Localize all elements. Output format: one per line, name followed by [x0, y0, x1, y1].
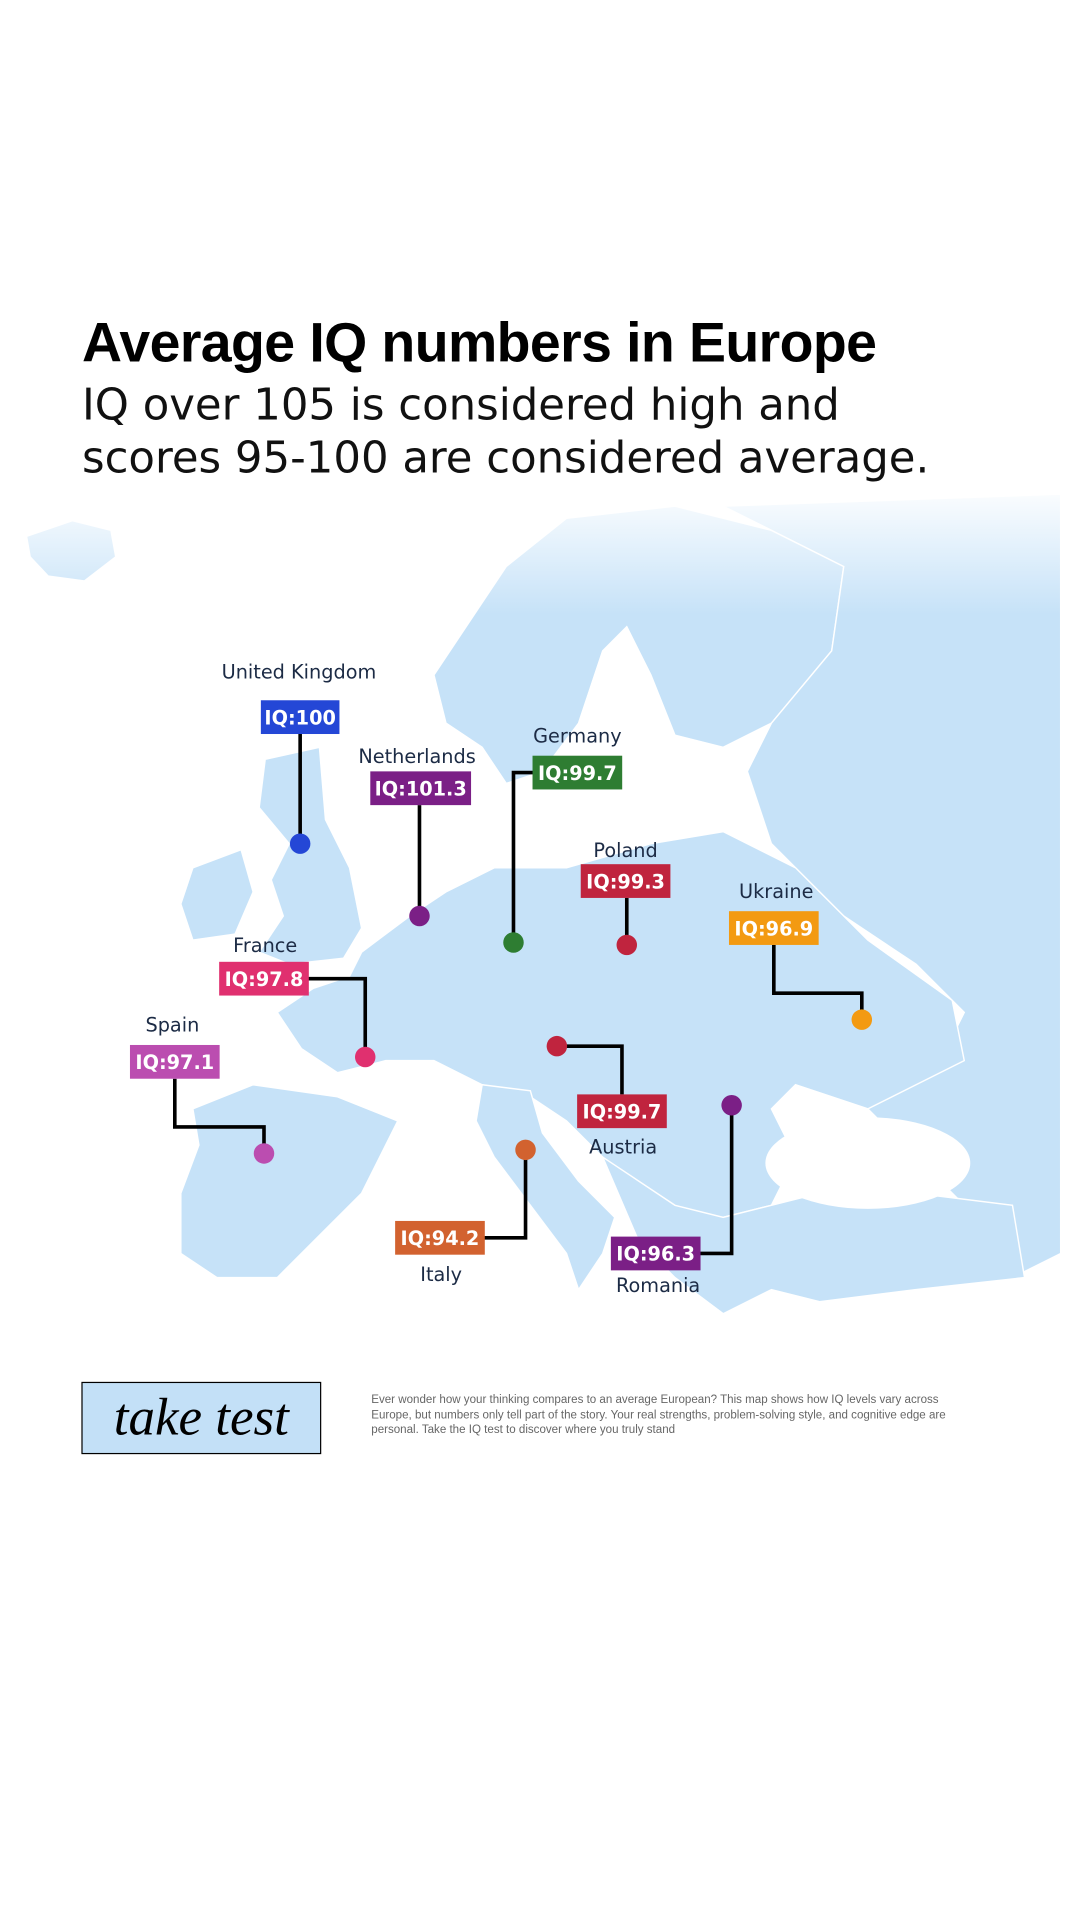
label-box: [580, 864, 671, 898]
location-dot: [546, 1035, 568, 1057]
connector: [511, 770, 537, 943]
label-box: [532, 755, 623, 790]
country-name: Italy: [420, 1263, 462, 1286]
iq-label: IQ:99.7: [538, 762, 617, 785]
iq-label: IQ:94.2: [401, 1227, 480, 1250]
iq-label: IQ:97.8: [225, 968, 304, 991]
connector: [556, 1044, 624, 1095]
country-name: Spain: [145, 1014, 199, 1037]
footer-text: Ever wonder how your thinking compares t…: [371, 1393, 946, 1437]
country-name: Poland: [593, 839, 657, 862]
markers: IQ:100 United Kingdom IQ:101.3 Netherlands I…: [129, 661, 873, 1297]
connector: [172, 1078, 266, 1154]
black-sea: [765, 1117, 971, 1209]
take-test-button[interactable]: take test: [81, 1381, 322, 1455]
location-dot: [721, 1094, 742, 1116]
label-box: [577, 1094, 667, 1129]
location-dot: [616, 934, 638, 956]
iq-label: IQ:97.1: [135, 1051, 214, 1074]
label-box: [129, 1044, 220, 1079]
label-box: [260, 700, 340, 735]
subtitle: IQ over 105 is considered high and: [82, 380, 840, 430]
iq-label: IQ:101.3: [375, 777, 467, 800]
iq-label: IQ:100: [264, 706, 335, 729]
label-box: [610, 1236, 701, 1271]
label-box: [219, 961, 309, 996]
iq-label: IQ:99.3: [586, 870, 665, 893]
location-dot: [354, 1046, 376, 1068]
connector: [480, 1149, 528, 1240]
location-dot: [851, 1009, 873, 1030]
subtitle: scores 95-100 are considered average.: [82, 433, 929, 483]
label-box: [728, 911, 819, 945]
button-label[interactable]: take test: [114, 1388, 290, 1446]
location-dot: [503, 932, 524, 953]
country-name: Romania: [616, 1274, 700, 1297]
location-dot: [409, 905, 430, 927]
title: Average IQ numbers in Europe: [82, 312, 876, 374]
country-name: Germany: [533, 724, 622, 747]
button-bg[interactable]: [81, 1381, 322, 1455]
map: [0, 482, 1080, 1315]
iq-label: IQ:96.9: [734, 917, 813, 940]
iq-label: IQ:96.3: [616, 1243, 695, 1266]
country-name: Austria: [589, 1135, 657, 1158]
location-dot: [253, 1143, 275, 1164]
location-dot: [289, 833, 311, 854]
location-dot: [515, 1139, 536, 1161]
connector: [696, 1105, 734, 1256]
connector: [304, 976, 368, 1058]
footer-text-box: Ever wonder how your thinking compares t…: [371, 1393, 946, 1437]
country-name: United Kingdom: [222, 661, 377, 684]
label-box: [395, 1220, 485, 1255]
country-name: Netherlands: [358, 745, 475, 768]
connector: [772, 944, 864, 1020]
country-name: Ukraine: [739, 880, 813, 903]
country-name: France: [233, 934, 297, 957]
label-box: [370, 771, 472, 806]
iq-label: IQ:99.7: [583, 1100, 662, 1123]
map-fade: [0, 482, 1080, 615]
